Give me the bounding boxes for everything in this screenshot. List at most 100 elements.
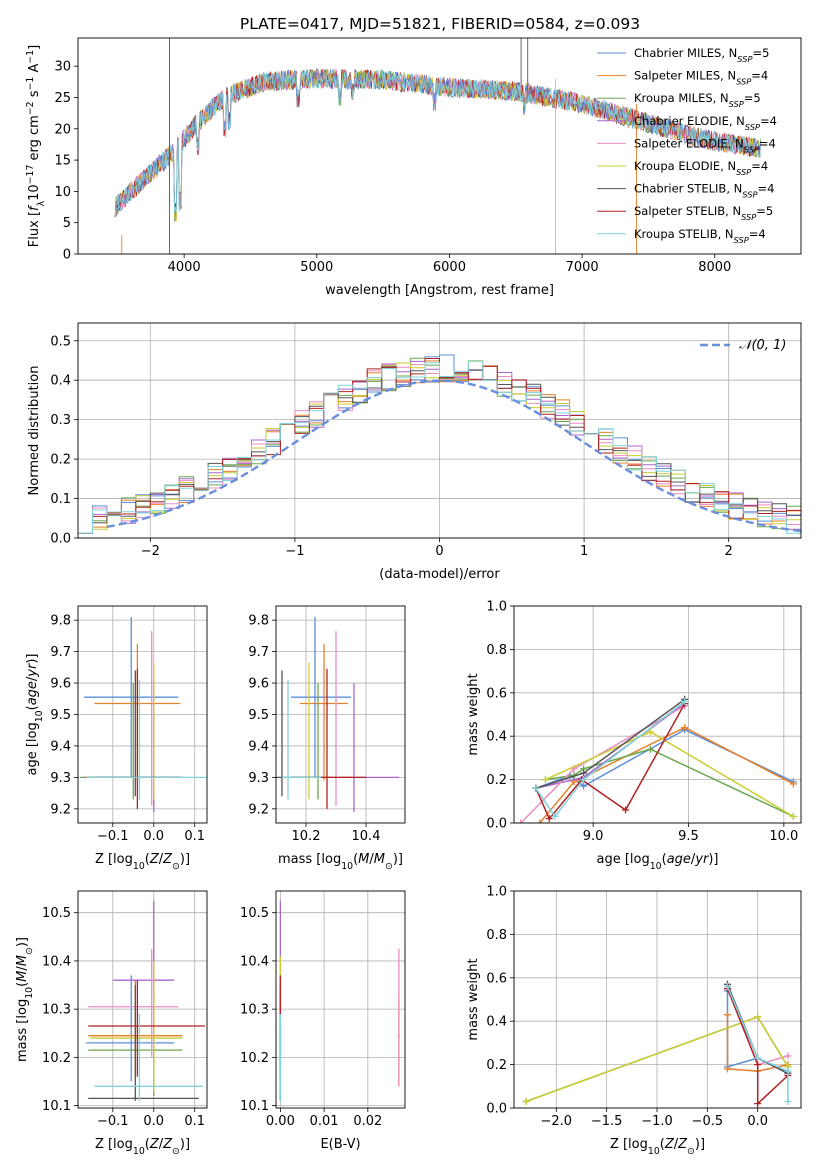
data-point (138, 776, 141, 779)
y-axis-label: age [log10(age/yr)] (25, 653, 45, 775)
data-point (326, 776, 328, 779)
y-axis-label: Flux [fλ10−17 erg cm−2 s−1 A−1] (25, 45, 47, 247)
y-axis-label: mass weight (466, 958, 481, 1040)
x-tick-label: 0 (435, 544, 443, 559)
data-marker (517, 819, 525, 823)
y-tick-label: 9.6 (248, 677, 269, 692)
data-point (397, 1005, 400, 1008)
plot-area (80, 617, 207, 812)
data-point (130, 696, 133, 699)
data-marker (551, 812, 559, 820)
y-tick-label: 10.5 (240, 906, 269, 921)
y-tick-label: 9.2 (50, 802, 71, 817)
data-marker (789, 812, 797, 820)
y-tick-label: 9.8 (50, 614, 71, 629)
y-tick-label: 0.2 (50, 453, 71, 468)
data-marker (784, 1097, 792, 1105)
data-marker (646, 728, 654, 736)
x-tick-label: −1.0 (641, 1114, 673, 1129)
histogram-series (78, 360, 801, 534)
x-tick-label: 6000 (433, 260, 466, 275)
data-point (130, 1041, 133, 1044)
y-tick-label: 1.0 (486, 885, 507, 900)
y-tick-label: 15 (54, 154, 71, 169)
y-tick-label: 10.1 (42, 1099, 71, 1114)
plot-area (86, 900, 205, 1101)
y-tick-label: 0.1 (50, 492, 71, 507)
x-tick-label: 7000 (566, 260, 599, 275)
x-axis-label: age [log10(age/yr)] (596, 852, 718, 872)
plot-area (522, 980, 792, 1108)
figure-title: PLATE=0417, MJD=51821, FIBERID=0584, z=0… (240, 15, 640, 33)
x-tick-label: 0.1 (184, 1114, 205, 1129)
y-tick-label: 0.8 (486, 928, 507, 943)
y-tick-label: 10.2 (240, 1051, 269, 1066)
y-tick-label: 9.3 (248, 771, 269, 786)
axes-frame (77, 605, 208, 824)
x-tick-label: 4000 (168, 260, 201, 275)
data-marker (532, 784, 540, 792)
data-marker (789, 780, 797, 788)
data-marker (541, 776, 549, 784)
x-tick-label: 10.2 (292, 829, 321, 844)
data-marker (622, 806, 630, 814)
panel-residuals: −2 −1 0 1 2 0.0 0.1 0.2 0.3 0.4 0.5 (data-model)/er… (27, 322, 802, 582)
legend-entry: Salpeter MILES, NSSP=4 (634, 69, 768, 87)
x-axis-label: Z [log10(Z/Z⊙)] (95, 1137, 190, 1157)
axes-frame (513, 890, 802, 1109)
weight-series (726, 988, 789, 1106)
y-tick-label: 9.5 (50, 708, 71, 723)
y-tick-label: 9.6 (50, 677, 71, 692)
x-axis-label: Z [log10(Z/Z⊙)] (610, 1137, 705, 1157)
data-point (138, 1085, 141, 1088)
y-tick-label: 9.7 (50, 645, 71, 660)
y-tick-label: 0.0 (50, 532, 71, 547)
x-axis-label: E(B-V) (320, 1137, 360, 1152)
y-tick-label: 0 (63, 248, 71, 263)
data-marker (681, 724, 689, 732)
y-axis-label: Normed distribution (27, 366, 42, 496)
y-tick-label: 10.2 (42, 1051, 71, 1066)
y-tick-label: 0.5 (50, 334, 71, 349)
y-tick-label: 0.4 (486, 1015, 507, 1030)
panel-mass-vs-Z: −0.1 0.0 0.1 10.1 10.2 10.3 10.4 10.5 Z [log10(Z… (15, 890, 208, 1157)
data-marker (545, 815, 553, 823)
y-tick-label: 5 (63, 216, 71, 231)
y-tick-label: 0.3 (50, 413, 71, 428)
weight-series (545, 731, 794, 818)
y-tick-label: 9.8 (248, 614, 269, 629)
y-tick-label: 0.4 (50, 374, 71, 389)
x-tick-label: 0.01 (310, 1114, 339, 1129)
data-point (323, 702, 325, 705)
data-point (287, 776, 289, 779)
x-tick-label: 0.0 (747, 1114, 768, 1129)
y-tick-label: 20 (54, 122, 71, 137)
y-tick-label: 0.2 (486, 1058, 507, 1073)
legend-entry: Salpeter STELIB, NSSP=5 (634, 204, 773, 222)
axes-frame (275, 890, 406, 1109)
y-tick-label: 9.4 (248, 739, 269, 754)
data-point (136, 1025, 139, 1028)
plot-area (78, 354, 801, 534)
legend-entry: Chabrier ELODIE, NSSP=4 (634, 114, 777, 132)
y-tick-label: 9.3 (50, 771, 71, 786)
legend-entry: Salpeter ELODIE, NSSP=4 (634, 136, 776, 154)
y-tick-label: 10.4 (42, 954, 71, 969)
y-tick-label: 0.2 (486, 773, 507, 788)
legend-entry: Chabrier STELIB, NSSP=4 (634, 182, 774, 200)
x-tick-label: 9.5 (678, 829, 699, 844)
y-tick-label: 10.3 (240, 1003, 269, 1018)
y-tick-label: 1.0 (486, 600, 507, 615)
data-marker (754, 1100, 762, 1108)
data-marker (784, 1067, 792, 1075)
weight-series (726, 1014, 789, 1072)
legend-entry: Kroupa ELODIE, NSSP=4 (634, 159, 768, 177)
panel-spectrum: 4000 5000 6000 7000 8000 0 5 10 15 20 25 30 waveleng… (25, 37, 802, 298)
y-tick-label: 9.4 (50, 739, 71, 754)
x-tick-label: 8000 (698, 260, 731, 275)
y-tick-label: 0.4 (486, 730, 507, 745)
data-marker (784, 1052, 792, 1060)
x-tick-label: −0.1 (97, 1114, 129, 1129)
panel-weight-vs-age: 9.0 9.5 10.0 0.0 0.2 0.4 0.6 0.8 1.0 mass weight a… (466, 600, 802, 872)
